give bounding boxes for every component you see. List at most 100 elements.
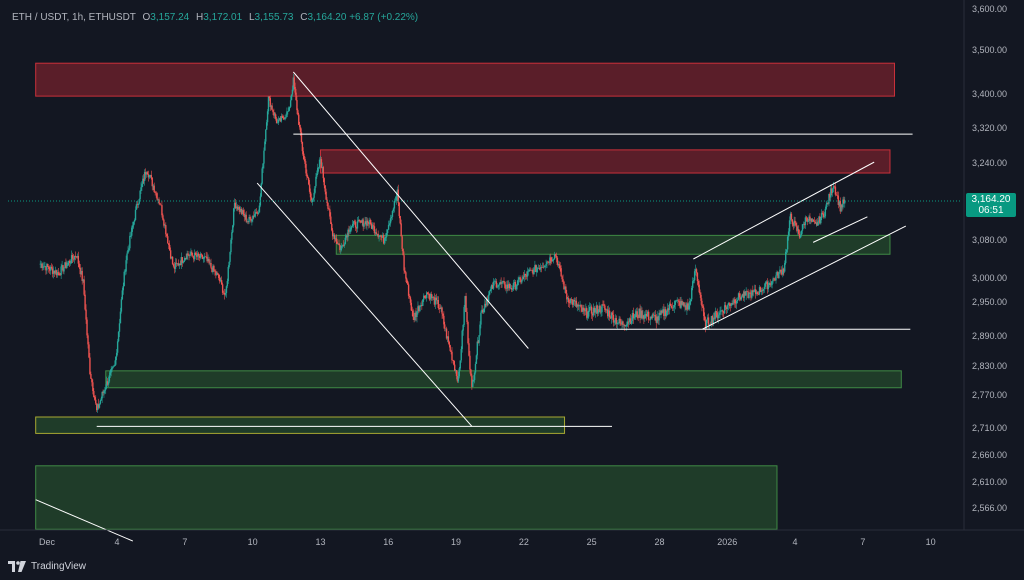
candle-body xyxy=(817,221,819,226)
price-axis-label: 3,320.00 xyxy=(972,123,1007,133)
candle-body xyxy=(510,288,513,290)
candle-body xyxy=(484,303,486,309)
candle-body xyxy=(152,185,154,187)
candle-body xyxy=(667,308,670,310)
open-label: O xyxy=(142,12,151,23)
candle-body xyxy=(607,310,610,317)
candle-body xyxy=(635,311,637,315)
candle-body xyxy=(229,252,231,262)
candle-body xyxy=(291,89,294,95)
tradingview-logo[interactable]: TradingView xyxy=(8,561,86,572)
candle-body xyxy=(43,266,45,268)
candle-body xyxy=(713,317,716,319)
candle-body xyxy=(505,287,507,289)
candle-body xyxy=(557,264,560,265)
candle-body xyxy=(752,290,754,292)
candle-body xyxy=(677,300,679,301)
candle-body xyxy=(798,233,801,238)
price-axis-label: 2,660.00 xyxy=(972,450,1007,460)
candle-body xyxy=(192,255,194,257)
candle-body xyxy=(682,302,684,305)
candle-body xyxy=(518,277,520,280)
candle-body xyxy=(514,282,517,290)
candle-body xyxy=(605,309,607,311)
candle-body xyxy=(706,317,709,320)
candle-body xyxy=(743,291,745,298)
trendline xyxy=(812,216,868,243)
candle-body xyxy=(328,208,330,210)
candle-body xyxy=(718,314,720,316)
candle-body xyxy=(355,227,358,229)
candle-body xyxy=(429,294,432,300)
candle-body xyxy=(529,269,531,271)
candle-body xyxy=(351,223,354,227)
candle-body xyxy=(295,92,297,101)
candle-body xyxy=(754,289,756,292)
candle-body xyxy=(157,199,159,200)
trendline xyxy=(35,499,134,542)
symbol-label[interactable]: ETH / USDT, 1h, ETHUSDT xyxy=(12,12,136,23)
candle-body xyxy=(275,114,277,119)
candle-body xyxy=(644,314,646,319)
candle-body xyxy=(372,225,375,227)
candle-body xyxy=(378,236,380,238)
time-axis[interactable]: Dec 4 7 10 13 16 19 22 25 28 2026 4 7 10 xyxy=(39,537,936,547)
price-axis[interactable]: 3,600.00 3,500.00 3,400.00 3,320.00 3,240.00… xyxy=(972,4,1007,513)
candle-body xyxy=(734,299,736,304)
candle-body xyxy=(705,319,708,329)
candle-body xyxy=(512,283,515,290)
candle-body xyxy=(781,270,783,275)
candle-body xyxy=(307,176,309,179)
candle-body xyxy=(331,230,334,237)
candle-body xyxy=(234,202,237,209)
candle-body xyxy=(502,281,504,283)
candle-body xyxy=(50,266,53,269)
candle-body xyxy=(68,260,70,263)
candle-body xyxy=(698,284,700,293)
candle-body xyxy=(305,163,307,174)
candle-body xyxy=(69,263,72,264)
candle-body xyxy=(613,321,616,323)
candle-body xyxy=(316,173,318,177)
candle-body xyxy=(71,255,74,259)
candle-body xyxy=(165,225,167,235)
candle-body xyxy=(102,392,104,394)
candle-body xyxy=(228,261,230,267)
candle-body xyxy=(172,264,175,267)
time-axis-label: 4 xyxy=(793,537,798,547)
candle-body xyxy=(112,366,114,369)
candle-body xyxy=(382,235,384,238)
candle-body xyxy=(95,399,97,404)
candle-body xyxy=(651,314,654,319)
candle-body xyxy=(275,118,278,124)
candle-body xyxy=(602,304,604,306)
candle-body xyxy=(444,324,446,329)
candle-body xyxy=(358,219,361,221)
candle-body xyxy=(666,308,669,312)
candle-body xyxy=(224,292,227,295)
candle-body xyxy=(842,199,844,208)
candle-body xyxy=(108,375,111,382)
candle-body xyxy=(641,310,643,319)
candle-body xyxy=(414,312,416,321)
candle-body xyxy=(351,226,353,228)
candle-body xyxy=(615,318,617,325)
candle-body xyxy=(590,306,593,314)
candle-body xyxy=(311,199,314,203)
candle-body xyxy=(268,96,271,99)
candle-body xyxy=(647,311,650,320)
candle-body xyxy=(298,114,300,125)
candle-body xyxy=(525,275,528,277)
candle-body xyxy=(774,278,776,281)
tradingview-logo-icon xyxy=(8,561,26,572)
candle-body xyxy=(482,309,484,313)
candle-body xyxy=(796,225,798,231)
candle-body xyxy=(723,311,725,314)
candle-body xyxy=(334,238,337,240)
candle-body xyxy=(686,303,688,310)
candle-body xyxy=(201,254,204,259)
candle-body xyxy=(454,364,456,371)
candle-body xyxy=(370,219,372,224)
candle-body xyxy=(634,314,637,318)
